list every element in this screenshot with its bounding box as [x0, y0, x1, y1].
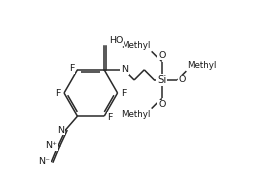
Text: O: O: [179, 76, 186, 84]
Text: Si: Si: [157, 75, 167, 85]
Text: O: O: [158, 100, 165, 109]
Text: F: F: [69, 64, 74, 73]
Text: N: N: [121, 65, 128, 74]
Text: N⁺: N⁺: [45, 141, 57, 150]
Text: O: O: [158, 51, 165, 60]
Text: F: F: [121, 89, 126, 97]
Text: Methyl: Methyl: [121, 41, 151, 50]
Text: HO: HO: [109, 36, 123, 45]
Text: Methyl: Methyl: [121, 110, 151, 118]
Text: N: N: [57, 126, 64, 134]
Text: N⁻: N⁻: [38, 157, 50, 166]
Text: Methyl: Methyl: [187, 61, 216, 70]
Text: F: F: [108, 113, 113, 122]
Text: F: F: [55, 89, 61, 97]
